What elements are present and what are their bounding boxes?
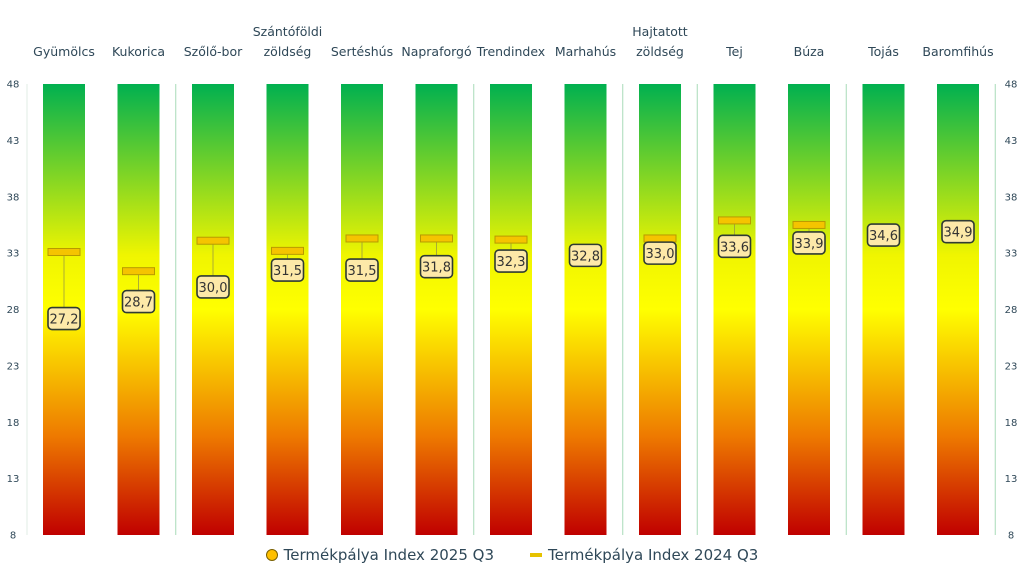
bars: [43, 84, 979, 535]
y-tick-left: 43: [7, 136, 20, 147]
y-tick-left: 18: [7, 418, 20, 429]
bar-5: [415, 84, 458, 535]
y-tick-right: 23: [1005, 361, 1018, 372]
bar-2: [192, 84, 234, 535]
category-label-3: Szántóföldi: [253, 24, 323, 39]
legend: Termékpálya Index 2025 Q3 Termékpálya In…: [0, 540, 1024, 570]
y-tick-left: 48: [7, 80, 20, 91]
value-label-12: 34,9: [944, 226, 973, 241]
value-label-box-8: [643, 241, 677, 265]
series-2025-labels: 27,2 28,7 30,0 31,5 31,5 31,8 32,3 32,8 33,0 33,6…: [47, 219, 975, 331]
value-label-box-7: [568, 243, 603, 268]
value-label-box-2: [196, 275, 230, 299]
value-label-box-11: [866, 223, 901, 247]
y-tick-left: 38: [7, 192, 20, 203]
bar-7: [564, 84, 607, 535]
value-label-7: 32,8: [571, 249, 600, 264]
value-label-2: 30,0: [199, 281, 228, 296]
category-label-3: zöldség: [264, 44, 312, 59]
category-label-8: Hajtatott: [632, 24, 688, 39]
y-tick-right: 8: [1008, 531, 1014, 542]
value-label-11: 34,6: [869, 229, 898, 244]
marker-2024-6: [494, 235, 528, 244]
value-label-9: 33,6: [720, 240, 749, 255]
y-axis-left: 8 13 18 23 28 33 38 43 48: [7, 80, 20, 542]
bar-9: [713, 84, 756, 535]
y-tick-right: 33: [1005, 249, 1018, 260]
value-label-box-5: [419, 254, 454, 279]
category-label-12: Baromfihús: [922, 44, 993, 59]
bar-4: [341, 84, 383, 535]
marker-2024-5: [420, 234, 453, 243]
marker-2024-9: [718, 216, 751, 225]
y-tick-right: 18: [1005, 418, 1018, 429]
bar-11: [862, 84, 905, 535]
y-tick-left: 33: [7, 249, 20, 260]
category-label-6: Trendindex: [476, 44, 545, 59]
y-tick-right: 38: [1005, 192, 1018, 203]
legend-dot-icon: [265, 549, 278, 561]
category-label-2: Szőlő-bor: [184, 44, 243, 59]
y-axis-right: 8 13 18 23 28 33 38 43 48: [1005, 80, 1018, 542]
legend-label-2024: Termékpálya Index 2024 Q3: [548, 546, 759, 564]
bar-6: [490, 84, 532, 535]
value-label-4: 31,5: [348, 264, 377, 279]
category-label-10: Búza: [794, 44, 825, 59]
value-label-3: 31,5: [273, 264, 302, 279]
legend-dash-icon: [530, 553, 542, 557]
y-tick-left: 28: [7, 305, 20, 316]
marker-2024-3: [271, 246, 304, 255]
value-label-box-4: [345, 258, 379, 282]
value-label-6: 32,3: [497, 255, 526, 270]
y-tick-right: 13: [1005, 474, 1018, 485]
value-label-box-12: [941, 219, 975, 244]
y-tick-right: 43: [1005, 136, 1018, 147]
value-label-box-6: [494, 249, 528, 273]
category-label-7: Marhahús: [555, 44, 616, 59]
value-label-1: 28,7: [124, 296, 153, 311]
marker-2024-2: [196, 236, 230, 245]
legend-label-2025: Termékpálya Index 2025 Q3: [283, 546, 494, 564]
category-label-8: zöldség: [636, 44, 684, 59]
y-tick-right: 28: [1005, 305, 1018, 316]
value-label-8: 33,0: [646, 247, 675, 262]
value-label-box-10: [792, 231, 826, 255]
value-label-10: 33,9: [795, 237, 824, 252]
marker-2024-8: [643, 234, 677, 243]
y-tick-left: 23: [7, 361, 20, 372]
category-label-4: Sertéshús: [331, 44, 393, 59]
legend-item-2025[interactable]: Termékpálya Index 2025 Q3: [265, 546, 494, 564]
value-label-box-0: [47, 306, 81, 331]
bar-12: [937, 84, 979, 535]
category-label-1: Kukorica: [112, 44, 165, 59]
bar-8: [639, 84, 681, 535]
marker-2024-1: [122, 267, 155, 276]
value-label-box-3: [270, 258, 305, 282]
category-label-11: Tojás: [867, 44, 899, 59]
marker-2024-10: [792, 220, 826, 229]
marker-2024-0: [47, 247, 81, 256]
value-label-box-9: [717, 234, 752, 259]
category-label-9: Tej: [725, 44, 743, 59]
value-label-5: 31,8: [422, 261, 451, 276]
group-separators: [26, 84, 996, 535]
value-label-box-1: [121, 289, 156, 314]
category-label-5: Napraforgó: [401, 44, 471, 59]
value-label-0: 27,2: [50, 313, 79, 328]
marker-2024-4: [345, 234, 379, 243]
y-tick-left: 8: [10, 531, 16, 542]
bar-3: [266, 84, 309, 535]
series-2024-markers: [47, 216, 826, 276]
y-tick-left: 13: [7, 474, 20, 485]
legend-item-2024[interactable]: Termékpálya Index 2024 Q3: [530, 546, 758, 564]
bar-10: [788, 84, 830, 535]
category-label-0: Gyümölcs: [33, 44, 95, 59]
y-tick-right: 48: [1005, 80, 1018, 91]
category-labels: Gyümölcs Kukorica Szőlő-bor Szántóföldi zöld…: [33, 24, 993, 59]
